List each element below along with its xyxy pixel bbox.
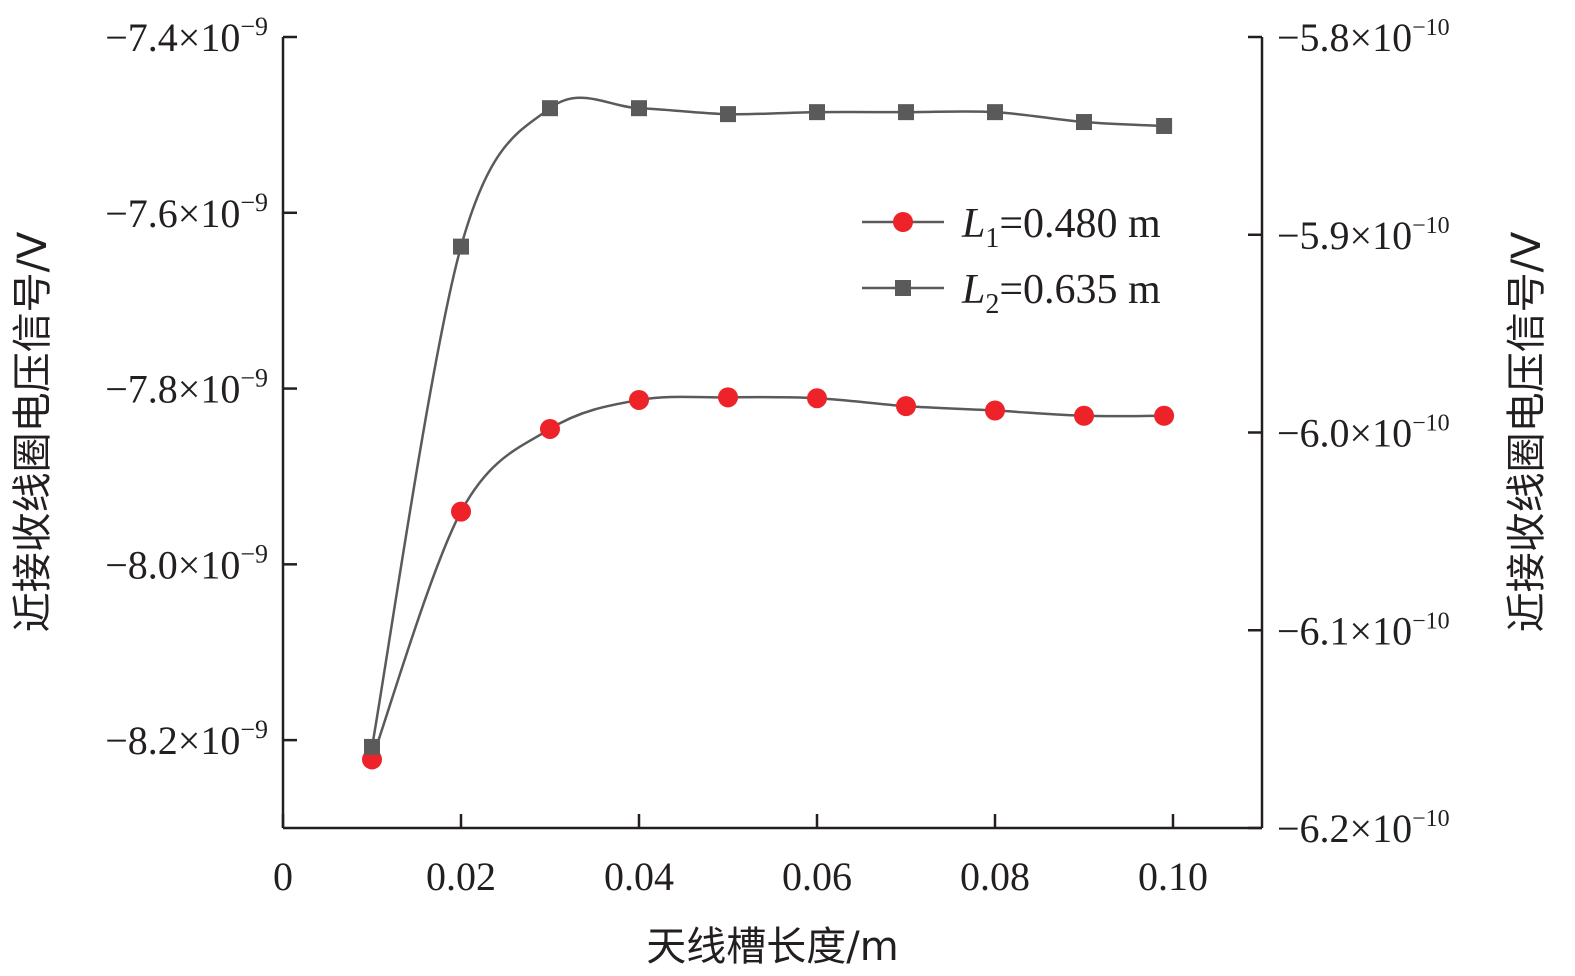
axes: 0 0.02 0.04 0.06 0.08 0.10 −7.4×10−9 −7.6×10−9 −…: [105, 12, 1449, 899]
y-right-tick-label: −6.2×10−10: [1277, 806, 1450, 851]
series-2-point: [1156, 117, 1173, 134]
legend-label: L2=0.635 m: [961, 267, 1161, 320]
series-1-point: [1074, 405, 1094, 426]
series-2: [364, 96, 1173, 755]
series-2-line: [370, 96, 1165, 748]
series-1-point: [896, 396, 916, 417]
y-axis-left-title: 近接收线圈电压信号/V: [10, 231, 56, 632]
y-left-tick-label: −8.0×10−9: [105, 539, 268, 587]
x-tick-label: 0.02: [426, 854, 496, 899]
x-tick-label: 0.10: [1138, 854, 1208, 899]
series-2-point: [1076, 114, 1092, 131]
legend-marker: [895, 280, 911, 296]
y-right-tick-label: −5.8×10−10: [1277, 15, 1450, 60]
y-left-tick-label: −7.4×10−9: [105, 12, 268, 60]
series-1-point: [629, 389, 649, 410]
series-2-point: [453, 238, 469, 255]
y-right-tick-label: −6.0×10−10: [1277, 411, 1450, 456]
x-tick-label: 0.08: [960, 854, 1030, 899]
series-2-point: [364, 738, 380, 755]
y-right-tick-label: −5.9×10−10: [1277, 213, 1450, 258]
legend: L1=0.480 m L2=0.635 m: [862, 201, 1161, 320]
series-1-line: [370, 395, 1165, 760]
series-2-point: [631, 100, 647, 117]
legend-label: L1=0.480 m: [961, 201, 1161, 254]
legend-marker: [893, 212, 913, 232]
x-tick-label: 0.06: [782, 854, 852, 899]
series-group: [362, 96, 1175, 770]
series-2-point: [809, 104, 825, 121]
x-tick-label: 0.04: [604, 854, 674, 899]
series-1: [362, 387, 1175, 770]
y-left-tick-label: −7.8×10−9: [105, 364, 268, 412]
series-1-point: [451, 501, 471, 522]
y-left-tick-label: −8.2×10−9: [105, 715, 268, 763]
series-2-point: [987, 104, 1003, 121]
series-1-point: [540, 418, 560, 439]
series-2-point: [898, 104, 914, 121]
x-axis-title: 天线槽长度/m: [646, 924, 898, 970]
y-left-tick-label: −7.6×10−9: [105, 188, 268, 236]
y-right-tick-label: −6.1×10−10: [1277, 608, 1450, 653]
series-1-point: [1154, 405, 1175, 426]
series-1-point: [718, 387, 738, 408]
series-2-point: [542, 100, 558, 117]
y-axis-right-title: 近接收线圈电压信号/V: [1504, 231, 1550, 632]
series-1-point: [985, 400, 1005, 421]
series-1-point: [807, 388, 827, 409]
x-tick-label: 0: [273, 854, 293, 899]
legend-item-2: L2=0.635 m: [862, 267, 1161, 320]
series-2-point: [720, 106, 736, 123]
legend-item-1: L1=0.480 m: [862, 201, 1161, 254]
